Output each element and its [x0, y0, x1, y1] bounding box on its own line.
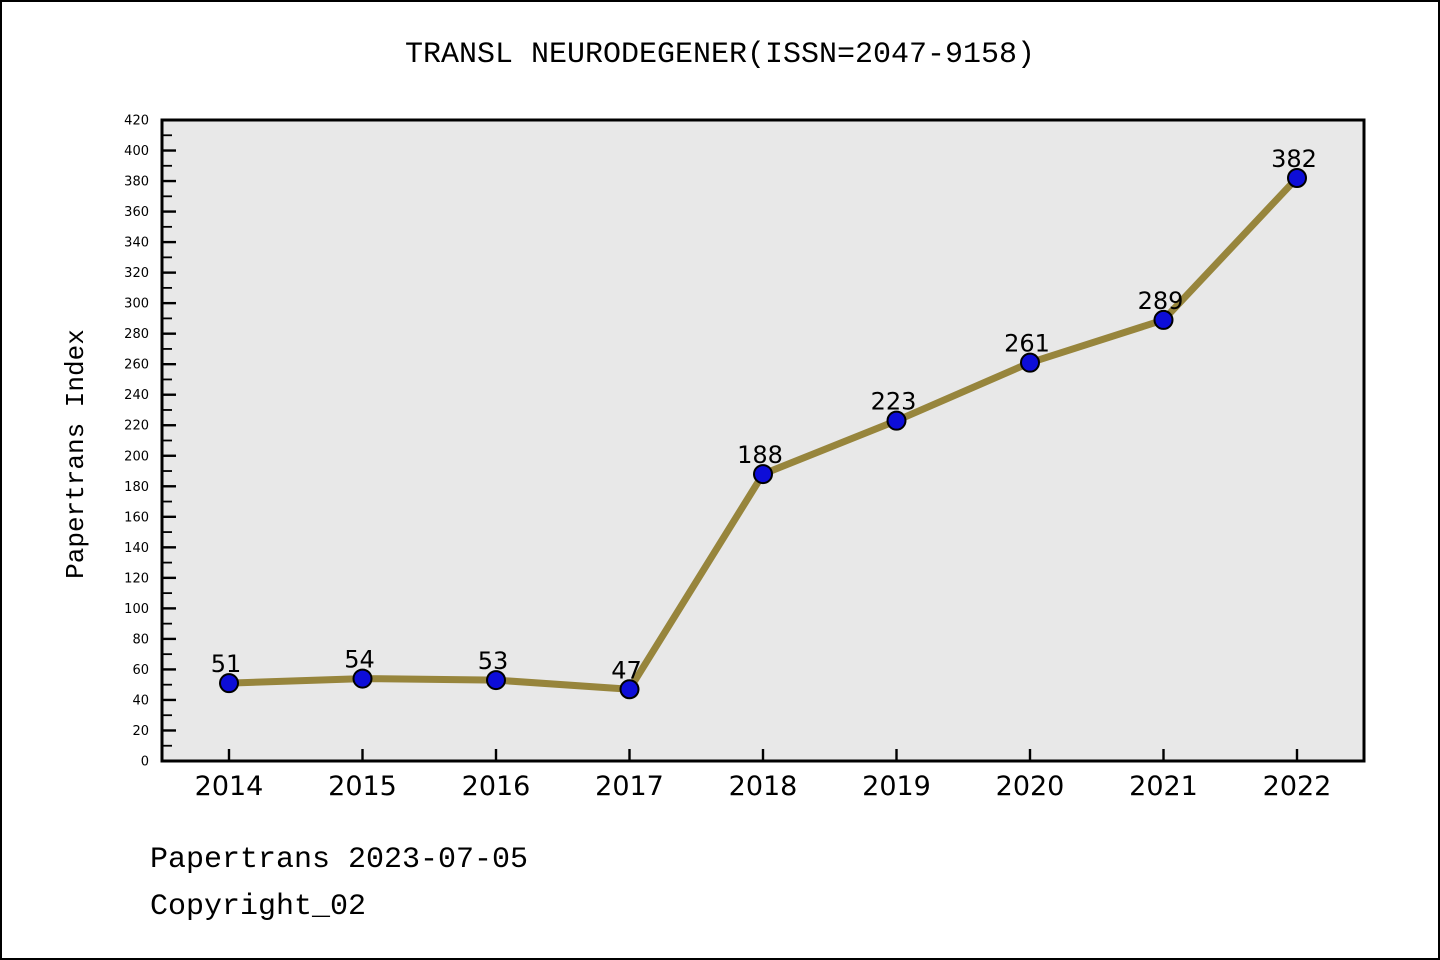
data-point-label: 261: [1004, 330, 1050, 358]
y-tick-label: 200: [124, 449, 149, 464]
axis-spines-layer: [160, 118, 1366, 763]
data-point-label: 289: [1138, 287, 1184, 315]
x-tick-label: 2019: [862, 771, 931, 802]
data-point-2021: [1153, 309, 1174, 330]
y-tick-label: 80: [132, 632, 149, 647]
data-point-label: 188: [737, 441, 783, 469]
y-tick-label: 360: [124, 205, 149, 220]
data-point-label: 53: [478, 647, 509, 675]
x-tick-label: 2022: [1263, 771, 1332, 802]
x-tick-label: 2018: [729, 771, 798, 802]
y-tick-label: 220: [124, 419, 149, 434]
data-point-label: 54: [344, 646, 375, 674]
data-point-2018: [753, 464, 773, 485]
data-labels-layer: 51 54 53 47 188 223 261 289 382: [211, 145, 1317, 684]
data-point-2017: [619, 679, 640, 700]
axis-ticks-layer: 0 20 40 60 80 100 120 140 160 180 200 220 240 260 280 3…: [124, 114, 1331, 803]
plot-border: [160, 118, 1366, 763]
data-series-layer: [219, 167, 1307, 700]
data-point-label: 47: [611, 656, 642, 684]
data-point-2016: [486, 670, 506, 691]
y-tick-label: 260: [124, 358, 149, 373]
y-tick-label: 240: [124, 388, 149, 403]
footer-date: Papertrans 2023-07-05: [150, 843, 529, 877]
y-tick-label: 120: [124, 571, 149, 586]
y-tick-label: 380: [124, 175, 149, 190]
data-point-2020: [1020, 352, 1040, 373]
plot-area: [162, 120, 1364, 761]
data-point-label: 223: [871, 388, 917, 416]
y-tick-label: 20: [132, 724, 149, 739]
x-tick-label: 2020: [996, 771, 1065, 802]
x-tick-label: 2014: [195, 771, 264, 802]
data-point-2019: [886, 410, 907, 431]
y-tick-label: 100: [124, 602, 149, 617]
y-tick-label: 280: [124, 327, 149, 342]
chart-title: TRANSL NEURODEGENER(ISSN=2047-9158): [404, 38, 1036, 72]
y-tick-label: 300: [124, 297, 149, 312]
plot-background-layer: [162, 120, 1364, 761]
data-point-2015: [352, 668, 373, 689]
x-tick-label: 2017: [595, 771, 664, 802]
data-point-label: 51: [211, 650, 242, 678]
y-tick-label: 180: [124, 480, 149, 495]
data-point-label: 382: [1271, 145, 1317, 173]
y-tick-label: 60: [132, 663, 149, 678]
y-tick-label: 400: [124, 144, 149, 159]
y-tick-label: 160: [124, 510, 149, 525]
x-tick-label: 2021: [1129, 771, 1198, 802]
y-tick-label: 420: [124, 114, 149, 129]
data-point-2022: [1287, 167, 1307, 188]
footer-copyright: Copyright_02: [150, 890, 367, 924]
y-tick-label: 320: [124, 266, 149, 281]
data-point-2014: [219, 673, 239, 694]
y-tick-label: 140: [124, 541, 149, 556]
x-tick-label: 2016: [462, 771, 531, 802]
y-tick-label: 0: [141, 755, 149, 770]
y-tick-label: 40: [132, 693, 149, 708]
y-tick-label: 340: [124, 236, 149, 251]
x-tick-label: 2015: [328, 771, 397, 802]
